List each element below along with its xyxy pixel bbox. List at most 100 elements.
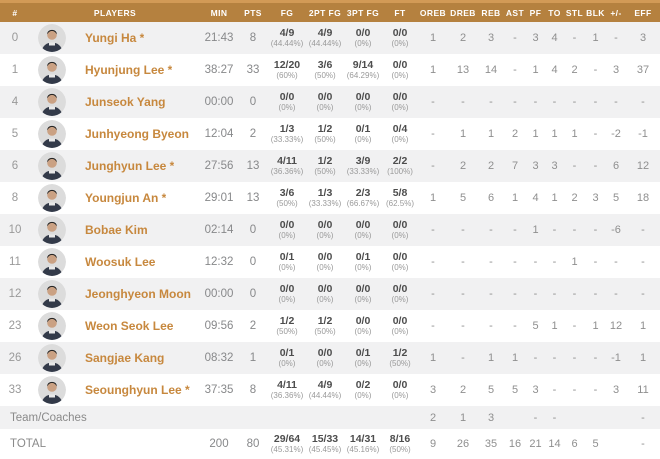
player-avatar[interactable]	[38, 344, 66, 372]
player-row[interactable]: 10 Bobae Kim 02:14 0 0/0 (0%) 0/0 (0%) 0/0…	[0, 214, 660, 246]
player-name[interactable]: Youngjun An *	[85, 191, 167, 205]
player-avatar[interactable]	[38, 184, 66, 212]
player-cell[interactable]: Junhyeong Byeon	[30, 118, 200, 150]
player-cell[interactable]: Seounghyun Lee *	[30, 374, 200, 406]
player-avatar[interactable]	[38, 120, 66, 148]
player-avatar[interactable]	[38, 24, 66, 52]
player-number: 23	[8, 320, 22, 332]
player-2ptfg: 0/0	[317, 283, 333, 295]
player-name[interactable]: Jeonghyeon Moon	[85, 287, 191, 301]
total-blk: 5	[592, 438, 599, 450]
player-avatar[interactable]	[38, 248, 66, 276]
player-plusminus: 12	[609, 320, 623, 332]
player-avatar[interactable]	[38, 152, 66, 180]
player-name[interactable]: Hyunjung Lee *	[85, 63, 173, 77]
player-photo-icon	[38, 344, 66, 372]
player-min: 09:56	[204, 320, 234, 332]
player-cell[interactable]: Junseok Yang	[30, 86, 200, 118]
total-fg-cell: 29/64 (45.31%)	[268, 429, 306, 459]
player-row[interactable]: 26 Sangjae Kang 08:32 1 0/1 (0%) 0/0 (0%) …	[0, 342, 660, 374]
player-to: -	[552, 96, 557, 108]
player-2ptfg: 0/0	[317, 347, 333, 359]
player-oreb: -	[431, 128, 435, 140]
player-stl: -	[572, 160, 577, 172]
player-name[interactable]: Junseok Yang	[85, 95, 166, 109]
player-name[interactable]: Bobae Kim	[85, 223, 148, 237]
player-avatar[interactable]	[38, 56, 66, 84]
player-plusminus: -	[614, 288, 618, 300]
player-plusminus: 6	[612, 160, 620, 172]
player-fg: 0/0	[279, 91, 295, 103]
player-min: 37:35	[204, 384, 234, 396]
player-cell[interactable]: Youngjun An *	[30, 182, 200, 214]
player-cell[interactable]: Junghyun Lee *	[30, 150, 200, 182]
total-ft-pct: (50%)	[389, 445, 411, 454]
player-row[interactable]: 4 Junseok Yang 00:00 0 0/0 (0%) 0/0 (0%) 0…	[0, 86, 660, 118]
player-cell-content: Yungi Ha *	[30, 24, 200, 52]
player-name[interactable]: Weon Seok Lee	[85, 319, 174, 333]
player-row[interactable]: 5 Junhyeong Byeon 12:04 2 1/3 (33.33%) 1/…	[0, 118, 660, 150]
player-cell[interactable]: Yungi Ha *	[30, 22, 200, 54]
team-plusminus	[606, 406, 626, 429]
player-row[interactable]: 8 Youngjun An * 29:01 13 3/6 (50%) 1/3 (33…	[0, 182, 660, 214]
player-row[interactable]: 23 Weon Seok Lee 09:56 2 1/2 (50%) 1/2 (50…	[0, 310, 660, 342]
player-ft: 0/0	[392, 251, 408, 263]
player-cell[interactable]: Hyunjung Lee *	[30, 54, 200, 86]
player-name[interactable]: Seounghyun Lee *	[85, 383, 190, 397]
player-pts: 13	[246, 192, 260, 204]
player-3ptfg-pct: (0%)	[354, 103, 372, 112]
player-oreb: -	[431, 288, 435, 300]
player-name[interactable]: Yungi Ha *	[85, 31, 145, 45]
player-2ptfg-pct: (50%)	[314, 71, 336, 80]
player-ft: 0/4	[392, 123, 408, 135]
player-oreb: -	[431, 256, 435, 268]
player-ft-pct: (62.5%)	[385, 199, 414, 208]
player-cell[interactable]: Woosuk Lee	[30, 246, 200, 278]
player-plusminus: -	[614, 32, 618, 44]
player-pf: -	[533, 256, 538, 268]
player-to: -	[552, 352, 557, 364]
player-pts: 2	[249, 320, 257, 332]
player-name[interactable]: Junhyeong Byeon	[85, 127, 190, 141]
player-pts: 2	[249, 128, 257, 140]
player-reb: -	[489, 288, 493, 300]
player-avatar[interactable]	[38, 376, 66, 404]
player-avatar[interactable]	[38, 280, 66, 308]
player-2ptfg-pct: (0%)	[316, 359, 334, 368]
player-cell[interactable]: Jeonghyeon Moon	[30, 278, 200, 310]
player-name[interactable]: Sangjae Kang	[85, 351, 165, 365]
player-cell[interactable]: Weon Seok Lee	[30, 310, 200, 342]
column-header-number: #	[0, 3, 30, 22]
player-ft-cell: 0/0 (0%)	[382, 214, 418, 246]
player-fg-cell: 4/11 (36.36%)	[268, 374, 306, 406]
player-photo-icon	[38, 184, 66, 212]
player-cell-content: Sangjae Kang	[30, 344, 200, 372]
player-to: 4	[551, 64, 558, 76]
player-eff: -	[641, 256, 645, 268]
player-name[interactable]: Woosuk Lee	[85, 255, 156, 269]
player-2ptfg-pct: (44.44%)	[308, 391, 342, 400]
column-header-min: MIN	[200, 3, 238, 22]
player-name[interactable]: Junghyun Lee *	[85, 159, 175, 173]
player-avatar[interactable]	[38, 88, 66, 116]
player-to: -	[552, 256, 557, 268]
player-row[interactable]: 11 Woosuk Lee 12:32 0 0/1 (0%) 0/0 (0%) 0/…	[0, 246, 660, 278]
player-avatar[interactable]	[38, 216, 66, 244]
player-stl: -	[572, 96, 577, 108]
player-row[interactable]: 6 Junghyun Lee * 27:56 13 4/11 (36.36%) 1…	[0, 150, 660, 182]
player-row[interactable]: 1 Hyunjung Lee * 38:27 33 12/20 (60%) 3/6…	[0, 54, 660, 86]
player-3ptfg: 9/14	[352, 59, 374, 71]
player-dreb: -	[461, 288, 465, 300]
player-fg-pct: (0%)	[278, 263, 296, 272]
player-2ptfg-pct: (0%)	[316, 295, 334, 304]
player-fg-pct: (0%)	[278, 295, 296, 304]
player-cell[interactable]: Sangjae Kang	[30, 342, 200, 374]
player-cell[interactable]: Bobae Kim	[30, 214, 200, 246]
player-row[interactable]: 0 Yungi Ha * 21:43 8 4/9 (44.44%) 4/9 (44.…	[0, 22, 660, 54]
player-row[interactable]: 12 Jeonghyeon Moon 00:00 0 0/0 (0%) 0/0 (0…	[0, 278, 660, 310]
player-row[interactable]: 33 Seounghyun Lee * 37:35 8 4/11 (36.36%)…	[0, 374, 660, 406]
player-stl: -	[572, 224, 577, 236]
player-avatar[interactable]	[38, 312, 66, 340]
player-ft: 0/0	[392, 219, 408, 231]
player-ast: -	[513, 256, 517, 268]
